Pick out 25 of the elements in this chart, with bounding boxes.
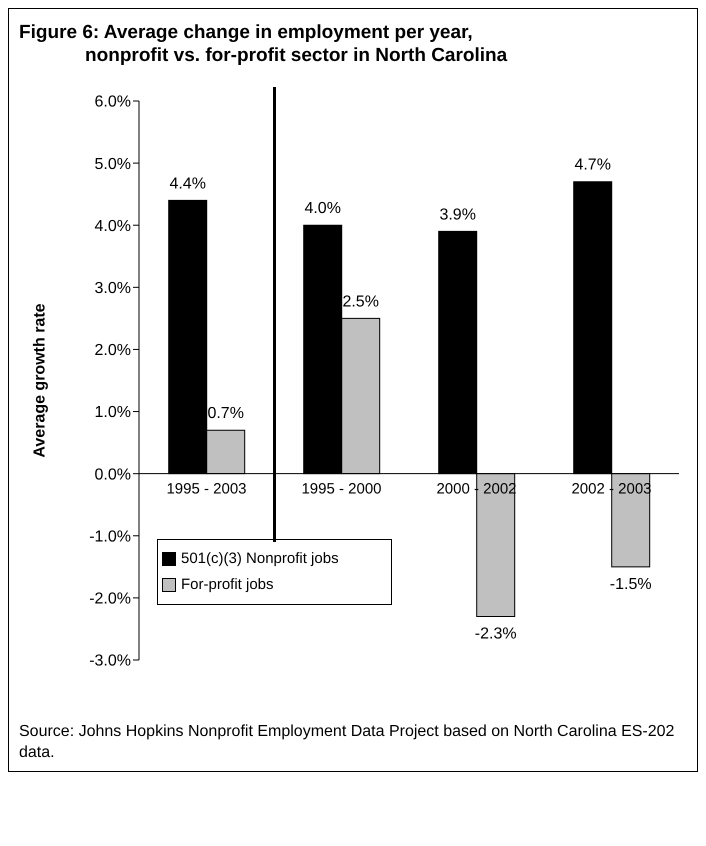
data-label: -2.3% — [474, 626, 517, 643]
source-note: Source: Johns Hopkins Nonprofit Employment Data Project based on North Carolina ES-202 data. — [19, 722, 676, 763]
data-label: 4.7% — [574, 156, 611, 174]
data-label: 3.9% — [439, 206, 476, 224]
data-label: 0.7% — [207, 405, 244, 422]
y-tick-label: 6.0% — [94, 94, 131, 111]
y-tick-label: -3.0% — [89, 652, 131, 670]
legend-label: For-profit jobs — [181, 574, 274, 595]
y-tick-label: 2.0% — [94, 342, 131, 360]
data-label: 4.0% — [304, 200, 341, 218]
legend-label: 501(c)(3) Nonprofit jobs — [181, 548, 339, 569]
x-tick-label: 1995 - 2003 — [166, 480, 247, 498]
y-tick-label: -2.0% — [89, 590, 131, 608]
data-label: 4.4% — [169, 175, 206, 192]
y-tick-label: 1.0% — [94, 404, 131, 422]
chart-title: Figure 6: Average change in employment per year, nonprofit vs. for-profit sector in North Carolina — [19, 21, 508, 67]
y-tick-label: 5.0% — [94, 156, 131, 173]
y-tick-label: 3.0% — [94, 280, 131, 298]
x-tick-label: 1995 - 2000 — [301, 480, 382, 498]
y-tick-label: 4.0% — [94, 218, 131, 235]
data-label: 2.5% — [342, 293, 379, 310]
data-label: -1.5% — [610, 576, 652, 593]
y-axis-title: Average growth rate — [32, 303, 49, 458]
y-tick-label: -1.0% — [89, 528, 131, 546]
y-tick-label: 0.0% — [94, 466, 131, 484]
